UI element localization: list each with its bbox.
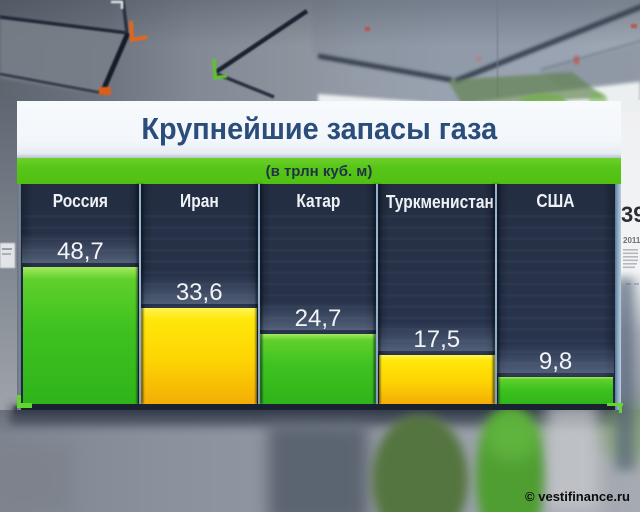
svg-text:39: 39 bbox=[621, 202, 640, 227]
svg-text:2011: 2011 bbox=[623, 236, 640, 245]
